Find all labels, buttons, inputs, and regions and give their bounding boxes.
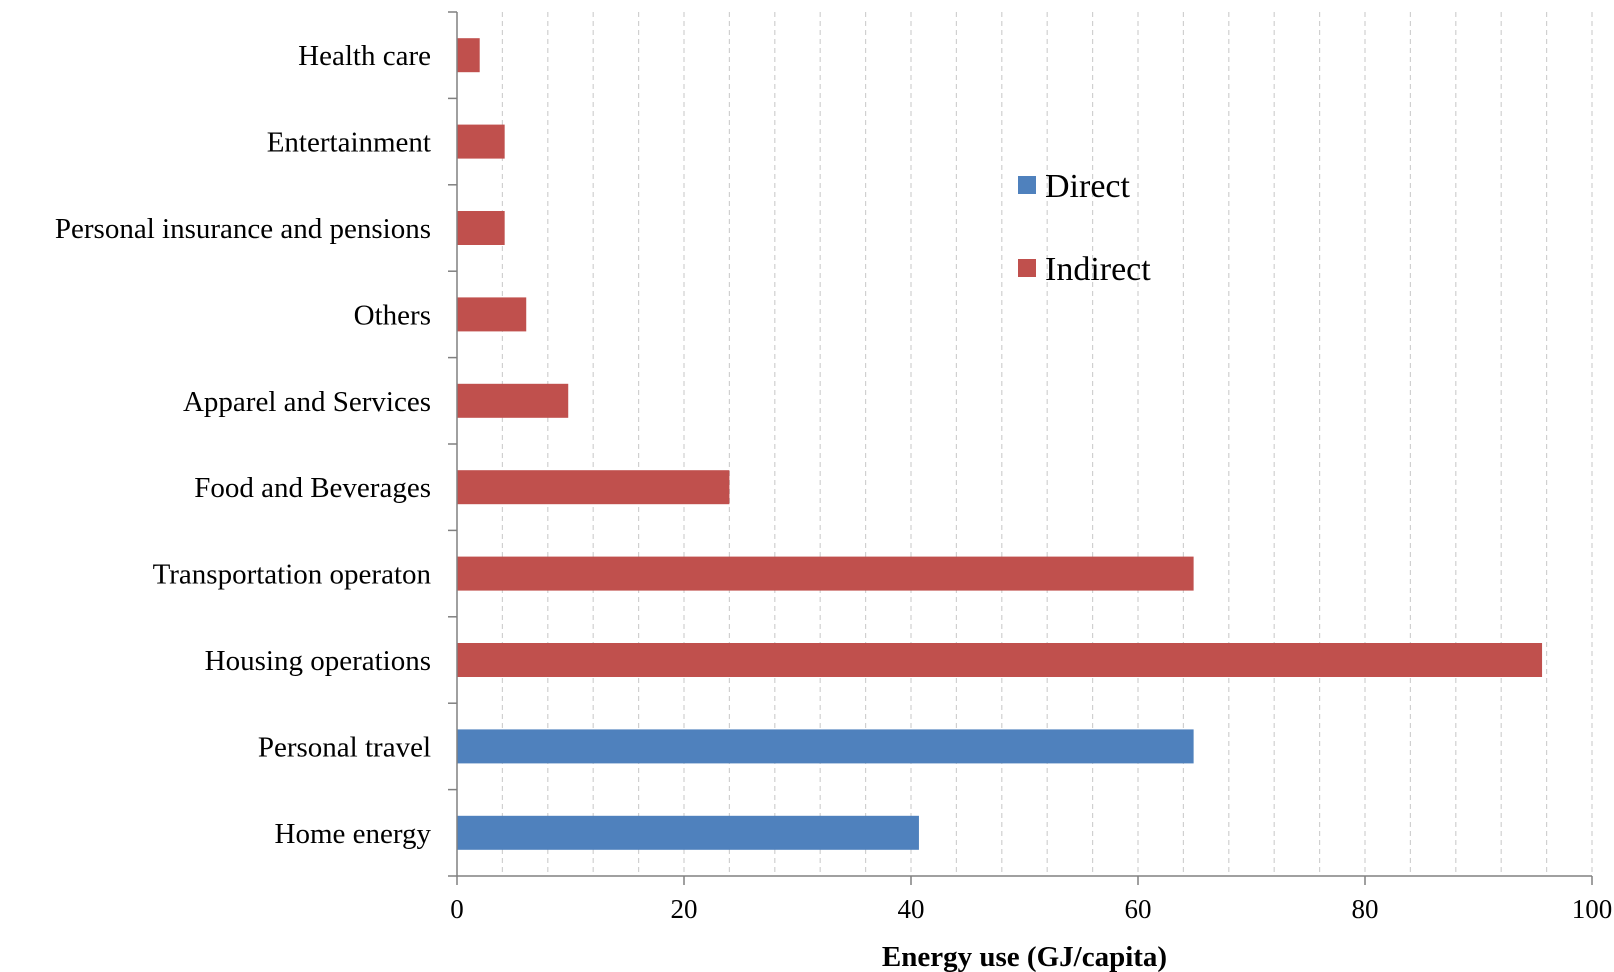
bar-apparel-and-services — [457, 383, 569, 418]
bars — [457, 38, 1543, 850]
x-tick-label: 80 — [1352, 894, 1379, 924]
category-label: Transportation operaton — [153, 559, 432, 591]
x-tick-label: 100 — [1572, 894, 1613, 924]
x-tick-labels: 0 20 40 60 80 100 — [450, 894, 1612, 924]
category-label: Home energy — [275, 818, 432, 850]
x-tick-label: 0 — [450, 894, 464, 924]
bar-home-energy — [457, 815, 919, 850]
category-label: Others — [354, 299, 431, 331]
legend-label-indirect: Indirect — [1045, 251, 1151, 288]
x-tick-label: 20 — [671, 894, 698, 924]
category-label: Apparel and Services — [183, 386, 431, 418]
category-label: Health care — [298, 40, 431, 72]
category-label: Personal travel — [258, 731, 431, 763]
bar-others — [457, 297, 527, 332]
bar-personal-travel — [457, 729, 1194, 764]
category-label: Food and Beverages — [194, 472, 431, 504]
bar-personal-insurance-and-pensions — [457, 211, 505, 245]
x-tick-label: 40 — [898, 894, 925, 924]
bar-entertainment — [457, 124, 505, 159]
legend-label-direct: Direct — [1045, 168, 1131, 205]
category-labels: Home energy Personal travel Housing operat… — [55, 40, 432, 850]
legend: Direct Indirect — [1018, 168, 1151, 288]
bar-health-care — [457, 38, 480, 73]
category-label: Personal insurance and pensions — [55, 213, 431, 245]
x-axis-title: Energy use (GJ/capita) — [882, 941, 1167, 972]
category-label: Housing operations — [205, 645, 431, 677]
category-label: Entertainment — [267, 127, 431, 159]
bar-food-and-beverages — [457, 470, 730, 505]
legend-swatch-indirect — [1018, 259, 1036, 277]
x-tick-label: 60 — [1125, 894, 1152, 924]
legend-swatch-direct — [1018, 176, 1036, 194]
bar-housing-operations — [457, 643, 1543, 677]
bar-transportation-operaton — [457, 556, 1194, 591]
axes — [448, 11, 1593, 885]
